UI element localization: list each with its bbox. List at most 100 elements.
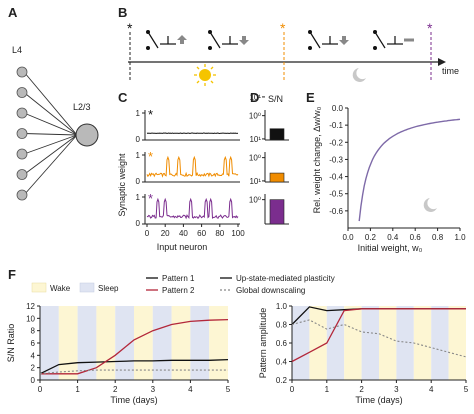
legend-upstate: Up-state-mediated plasticity — [236, 274, 335, 283]
e-ytick: -0.6 — [329, 207, 343, 216]
f-ytick: 0 — [31, 376, 36, 385]
l4-neuron — [16, 107, 28, 119]
e-ytick: -0.5 — [329, 190, 343, 199]
sleep-band — [326, 306, 345, 380]
sleep-band — [431, 306, 449, 380]
f-ytick: 6 — [31, 339, 36, 348]
c-ylabel: Synaptic weight — [117, 153, 127, 217]
e-ytick: -0.4 — [329, 173, 343, 182]
e-xtick: 0.0 — [342, 233, 354, 242]
c-xtick: 80 — [215, 229, 224, 238]
c-ytick-0: 0 — [136, 135, 141, 144]
legend-pattern2: Pattern 2 — [162, 286, 195, 295]
star-purple-icon: * — [427, 20, 433, 36]
c-xlabel: Input neuron — [157, 242, 208, 252]
connection-line — [23, 92, 78, 136]
e-ytick: 0.0 — [332, 104, 344, 113]
f-xlabel: Time (days) — [355, 395, 402, 405]
sn-bar — [269, 128, 285, 141]
network-diagram — [16, 66, 99, 201]
panel-d-label: D — [250, 90, 259, 105]
f-xtick: 1 — [75, 385, 80, 394]
weight-trace — [146, 155, 239, 178]
wake-band — [96, 306, 116, 380]
star-orange-icon: * — [280, 20, 286, 36]
f-xtick: 3 — [151, 385, 156, 394]
weight-trace — [146, 197, 239, 220]
f-xtick: 5 — [464, 385, 469, 394]
f-xtick: 3 — [394, 385, 399, 394]
weight-change-chart: 0.0 -0.1 -0.2 -0.3 -0.4 -0.5 -0.6 0.0 0.2 0.4 0.6 0… — [329, 104, 466, 242]
wake-band — [344, 306, 362, 380]
l4-neuron — [16, 66, 28, 78]
panel-f-label: F — [8, 267, 16, 282]
series-line — [291, 308, 466, 363]
series-line — [39, 358, 229, 375]
e-xtick: 1.0 — [454, 233, 466, 242]
sleep-band — [361, 306, 379, 380]
f-xtick: 5 — [226, 385, 231, 394]
f-ytick: 0.4 — [276, 358, 288, 367]
panel-c-label: C — [118, 90, 128, 105]
wake-band — [134, 306, 153, 380]
l23-neuron — [75, 123, 99, 147]
sleep-band — [152, 306, 172, 380]
f-ytick: 0.6 — [276, 339, 288, 348]
layer-l23-label: L2/3 — [73, 102, 91, 112]
e-xtick: 0.6 — [410, 233, 422, 242]
arrow-down-icon — [239, 36, 249, 45]
wake-band — [309, 306, 327, 380]
weights-plots: 1 0 * 1 0 * 1 0 * 0 20 40 60 80 100 — [136, 107, 246, 238]
connection-line — [23, 134, 78, 155]
connection-line — [23, 71, 78, 136]
arrow-up-icon — [177, 35, 187, 44]
c-xtick: 20 — [161, 229, 170, 238]
e-ytick: -0.3 — [329, 155, 343, 164]
synapse-icon — [308, 30, 349, 50]
d-ytick: 10¹ — [249, 93, 261, 102]
f-xlabel: Time (days) — [110, 395, 157, 405]
pattern-amplitude-chart: 0.2 0.4 0.6 0.8 1.0 0 1 2 3 4 5 Time (days) Pattern … — [258, 302, 469, 405]
c-xtick: 100 — [231, 229, 245, 238]
l4-neuron — [16, 148, 28, 160]
e-xtick: 0.2 — [365, 233, 377, 242]
d-ytick: 10⁰ — [249, 196, 261, 205]
moon-icon-e — [423, 198, 437, 212]
d-ytick: 10¹ — [249, 135, 261, 144]
f-ytick: 8 — [31, 327, 36, 336]
panel-b-label: B — [118, 5, 127, 20]
f-xtick: 2 — [113, 385, 118, 394]
f-xtick: 1 — [325, 385, 330, 394]
connection-line — [23, 112, 78, 136]
series-line — [40, 318, 229, 375]
sleep-band — [40, 306, 59, 380]
wake-band — [58, 306, 78, 380]
e-ytick: -0.1 — [329, 121, 343, 130]
f-ytick: 0.8 — [276, 321, 288, 330]
c-ytick-1: 1 — [136, 193, 141, 202]
connection-line — [23, 133, 78, 136]
sleep-band — [292, 306, 310, 380]
arrow-down-icon — [339, 36, 349, 45]
f-ylabel: Pattern amplitude — [258, 308, 268, 379]
panel-e-label: E — [306, 90, 315, 105]
f-xtick: 0 — [290, 385, 295, 394]
legend: Wake Sleep Pattern 1 Pattern 2 Up-state-… — [31, 274, 335, 295]
star-icon: * — [148, 107, 153, 122]
synapse-icon — [373, 30, 414, 50]
f-ytick: 10 — [26, 314, 35, 323]
synapse-icons — [146, 30, 414, 50]
f-ytick: 4 — [31, 351, 36, 360]
f-ytick: 0.2 — [276, 376, 288, 385]
synapse-icon — [208, 30, 249, 50]
connection-line — [23, 134, 78, 196]
e-ylabel: Rel. weight change, Δw/w₀ — [312, 106, 322, 213]
wake-band — [379, 306, 397, 380]
weight-change-line — [358, 118, 461, 222]
f-xtick: 4 — [188, 385, 193, 394]
c-xtick: 60 — [197, 229, 206, 238]
d-title: S/N — [268, 94, 283, 104]
star-icon: * — [148, 149, 153, 164]
layer-l4-label: L4 — [12, 45, 22, 55]
